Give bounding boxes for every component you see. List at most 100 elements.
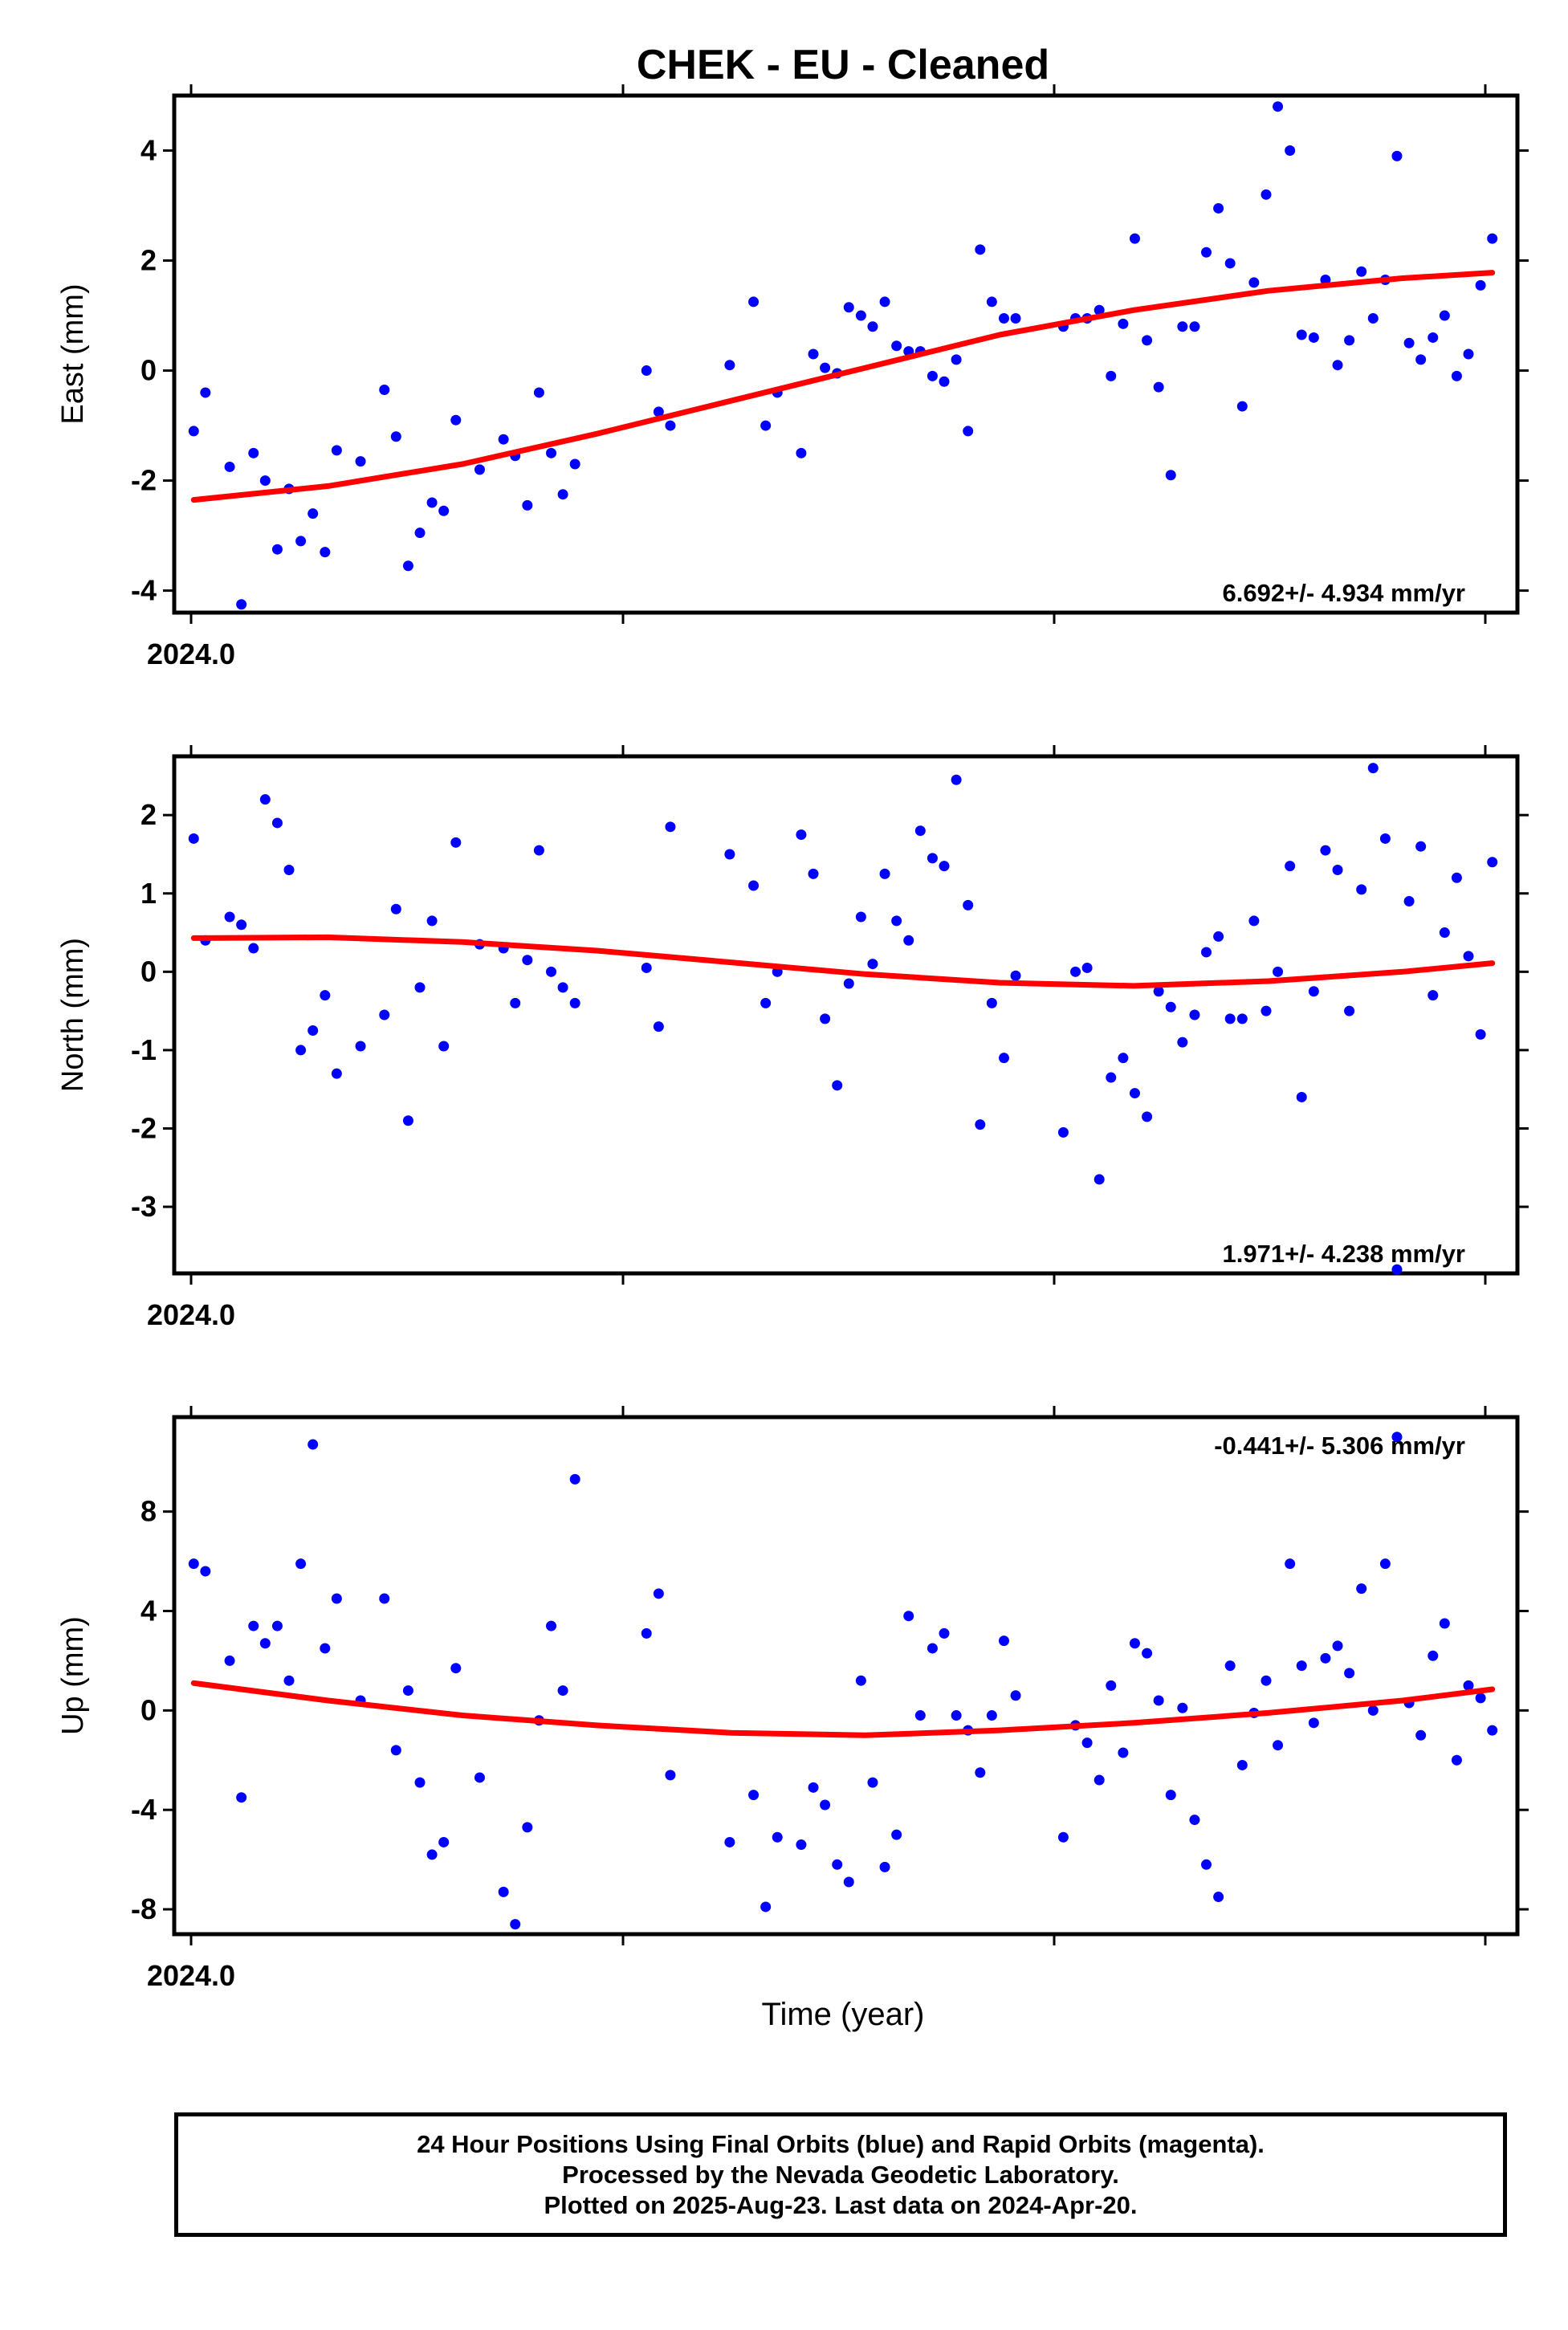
data-point bbox=[748, 296, 760, 308]
y-axis-label: Up (mm) bbox=[56, 1616, 90, 1735]
data-point bbox=[331, 1068, 342, 1079]
data-point bbox=[1367, 763, 1379, 774]
data-point bbox=[1129, 1088, 1140, 1099]
data-point bbox=[832, 1080, 843, 1091]
footer-line-2: Processed by the Nevada Geodetic Laborat… bbox=[562, 2160, 1119, 2189]
data-point bbox=[951, 354, 962, 365]
data-point bbox=[653, 406, 664, 418]
data-point bbox=[450, 414, 462, 426]
rate-label: 6.692+/- 4.934 mm/yr bbox=[1223, 579, 1465, 607]
data-point bbox=[474, 464, 485, 475]
data-point bbox=[1057, 1126, 1069, 1138]
data-point bbox=[355, 456, 366, 467]
north-panel: -3 -2 -1 0 1 2 2024.0 North (mm) 1.971+/- 4.238 … bbox=[56, 745, 1529, 1331]
data-point bbox=[188, 1558, 199, 1570]
data-point bbox=[975, 244, 986, 255]
data-point bbox=[307, 508, 319, 519]
data-point bbox=[1261, 1005, 1272, 1016]
data-point bbox=[1451, 872, 1462, 883]
data-point bbox=[1142, 1111, 1153, 1122]
data-point bbox=[1189, 321, 1200, 332]
data-point bbox=[248, 1620, 259, 1631]
y-tick-label: -2 bbox=[131, 1111, 157, 1144]
data-point bbox=[224, 1655, 235, 1666]
data-point bbox=[832, 1859, 843, 1870]
data-point bbox=[975, 1767, 986, 1778]
data-point bbox=[820, 1013, 831, 1024]
footer-line-1: 24 Hour Positions Using Final Orbits (bl… bbox=[417, 2129, 1265, 2158]
x-tick-label: 2024.0 bbox=[147, 1959, 235, 1992]
data-point bbox=[1106, 1072, 1117, 1083]
data-point bbox=[1463, 951, 1474, 962]
data-point bbox=[1165, 1790, 1176, 1801]
data-point bbox=[1285, 861, 1296, 872]
data-point bbox=[927, 1643, 938, 1654]
data-point bbox=[522, 955, 533, 966]
x-tick-label: 2024.0 bbox=[147, 637, 235, 670]
y-tick-label: 0 bbox=[141, 1693, 157, 1726]
data-point bbox=[1261, 189, 1272, 200]
data-point bbox=[903, 1611, 914, 1622]
data-point bbox=[1142, 335, 1153, 346]
data-point bbox=[914, 825, 926, 837]
data-point bbox=[414, 982, 426, 993]
data-point bbox=[569, 1473, 580, 1485]
data-point bbox=[1153, 986, 1164, 997]
data-point bbox=[1463, 348, 1474, 360]
data-point bbox=[259, 1638, 271, 1649]
data-point bbox=[414, 1777, 426, 1788]
data-point bbox=[808, 1782, 819, 1793]
data-point bbox=[320, 1643, 331, 1654]
data-point bbox=[1463, 1680, 1474, 1691]
data-point bbox=[927, 370, 938, 381]
data-point bbox=[474, 1772, 485, 1783]
data-point bbox=[438, 1041, 450, 1052]
y-axis-label: East (mm) bbox=[56, 283, 90, 424]
data-point bbox=[1356, 1583, 1367, 1595]
data-point bbox=[236, 599, 247, 610]
data-point bbox=[1296, 329, 1307, 340]
plot-frame bbox=[172, 93, 1520, 615]
data-point bbox=[1273, 101, 1284, 112]
data-point bbox=[986, 1710, 997, 1721]
data-point bbox=[271, 544, 283, 555]
data-point bbox=[891, 1829, 902, 1840]
data-point bbox=[1142, 1648, 1153, 1659]
data-point bbox=[379, 385, 390, 396]
data-point bbox=[939, 861, 950, 872]
data-point bbox=[772, 1831, 783, 1843]
data-point bbox=[259, 794, 271, 805]
data-point bbox=[1367, 1705, 1379, 1716]
data-point bbox=[1118, 1053, 1129, 1064]
data-point bbox=[200, 387, 211, 398]
data-point bbox=[653, 1021, 664, 1033]
data-point bbox=[1201, 947, 1212, 958]
data-point bbox=[867, 321, 878, 332]
y-tick-label: -8 bbox=[131, 1892, 157, 1925]
data-point bbox=[379, 1009, 390, 1020]
data-point bbox=[355, 1041, 366, 1052]
y-tick-label: -4 bbox=[131, 1793, 157, 1826]
data-point bbox=[748, 1790, 760, 1801]
data-point bbox=[1236, 401, 1248, 412]
data-point bbox=[557, 1685, 568, 1697]
fit-line bbox=[190, 1680, 1496, 1738]
data-point bbox=[665, 821, 676, 833]
data-point bbox=[903, 935, 914, 946]
data-point bbox=[236, 1792, 247, 1803]
data-point bbox=[1379, 1558, 1391, 1570]
east-panel: -4 -2 0 2 4 2024.0 East (mm) 6.692+/- 4.934 mm/… bbox=[56, 84, 1529, 670]
data-point bbox=[1451, 370, 1462, 381]
data-point bbox=[1273, 1740, 1284, 1751]
data-point bbox=[760, 1901, 772, 1912]
data-point bbox=[1094, 1174, 1105, 1185]
data-point bbox=[963, 426, 974, 437]
data-point bbox=[259, 475, 271, 487]
data-point bbox=[320, 547, 331, 558]
rate-label: 1.971+/- 4.238 mm/yr bbox=[1223, 1240, 1465, 1268]
data-point bbox=[379, 1593, 390, 1604]
data-point bbox=[1201, 246, 1212, 258]
data-point bbox=[641, 962, 652, 973]
data-point bbox=[546, 1620, 557, 1631]
